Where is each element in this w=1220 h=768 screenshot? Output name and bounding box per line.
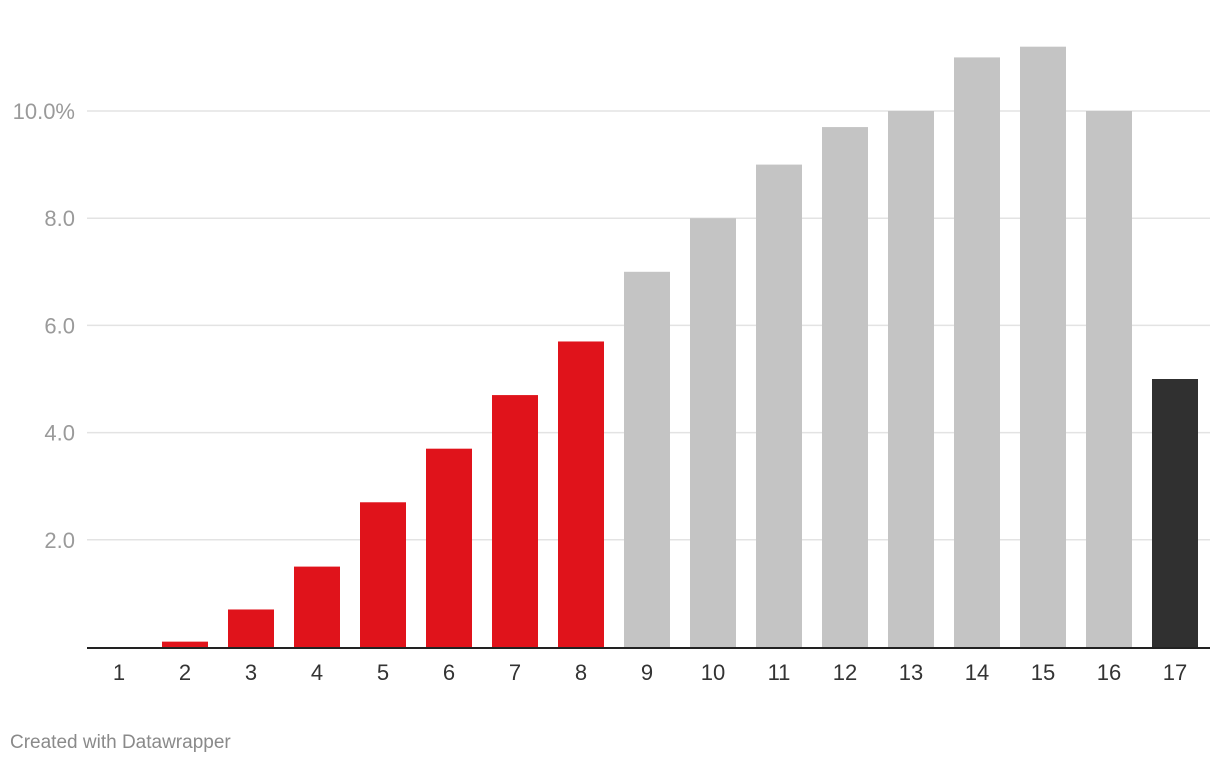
x-tick-label: 1 <box>113 660 125 685</box>
x-tick-label: 11 <box>768 660 791 685</box>
bar-15 <box>1020 46 1066 648</box>
bar-2 <box>162 641 208 647</box>
bar-3 <box>228 609 274 647</box>
x-tick-label: 10 <box>701 660 725 685</box>
x-tick-label: 7 <box>509 660 521 685</box>
x-tick-label: 3 <box>245 660 257 685</box>
bar-4 <box>294 566 340 647</box>
bar-14 <box>954 57 1000 647</box>
y-tick-label: 6.0 <box>44 313 75 338</box>
x-tick-label: 14 <box>965 660 989 685</box>
bars <box>162 46 1198 648</box>
bar-8 <box>558 341 604 647</box>
x-tick-label: 2 <box>179 660 191 685</box>
x-tick-label: 12 <box>833 660 857 685</box>
bar-7 <box>492 395 538 647</box>
bar-11 <box>756 164 802 647</box>
x-tick-label: 17 <box>1163 660 1187 685</box>
bar-9 <box>624 271 670 647</box>
bar-5 <box>360 502 406 647</box>
x-axis-tick-labels: 1 2 3 4 5 6 7 8 9 10 11 12 13 14 15 16 17 <box>113 660 1187 685</box>
y-tick-label: 2.0 <box>44 528 75 553</box>
y-tick-label: 10.0% <box>13 99 75 124</box>
y-tick-label: 8.0 <box>44 206 75 231</box>
y-axis-tick-labels: 2.0 4.0 6.0 8.0 10.0% <box>13 99 75 553</box>
bar-6 <box>426 448 472 647</box>
bar-12 <box>822 127 868 647</box>
x-tick-label: 15 <box>1031 660 1055 685</box>
x-tick-label: 8 <box>575 660 587 685</box>
x-tick-label: 4 <box>311 660 323 685</box>
y-tick-label: 4.0 <box>44 421 75 446</box>
bar-17 <box>1152 379 1198 647</box>
credit-text: Created with Datawrapper <box>10 732 231 753</box>
bar-16 <box>1086 111 1132 647</box>
x-tick-label: 9 <box>641 660 653 685</box>
bar-10 <box>690 218 736 647</box>
x-tick-label: 16 <box>1097 660 1121 685</box>
x-tick-label: 6 <box>443 660 455 685</box>
bar-chart: 2.04.06.08.010.0% 1 2 3 4 5 6 7 8 9 10 11 12 13 14 15 1… <box>13 46 1210 685</box>
x-tick-label: 5 <box>377 660 389 685</box>
bar-13 <box>888 111 934 647</box>
x-tick-label: 13 <box>899 660 923 685</box>
